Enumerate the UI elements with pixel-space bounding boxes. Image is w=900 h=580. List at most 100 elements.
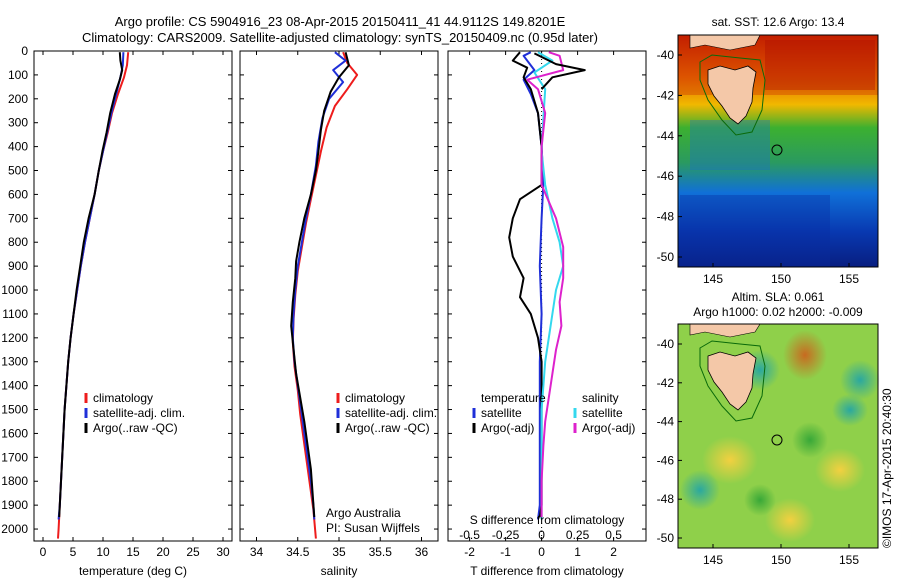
imos-credit: ©IMOS 17-Apr-2015 20:40:30 — [880, 388, 894, 548]
lon-tick-label: 145 — [703, 272, 723, 286]
top-tick-label: -0.25 — [492, 528, 520, 542]
annotation-pi: PI: Susan Wijffels — [326, 521, 420, 535]
depth-tick-label: 600 — [8, 187, 28, 201]
legend-t-satellite: satellite — [481, 406, 522, 420]
top-tick-label: 0.5 — [605, 528, 622, 542]
lat-tick-label: -44 — [657, 415, 675, 429]
x-tick-label: -1 — [500, 545, 511, 559]
difference-axis-label: T difference from climatology — [470, 564, 624, 578]
depth-tick-label: 700 — [8, 211, 28, 225]
temperature-axis-label: temperature (deg C) — [79, 564, 187, 578]
argo-position-marker — [771, 434, 783, 446]
salinity-plot: 34 34.5 35 35.5 36 — [240, 50, 438, 559]
depth-tick-label: 100 — [8, 68, 28, 82]
depth-tick-label: 900 — [8, 259, 28, 273]
tasmania-land — [707, 351, 757, 411]
x-tick-label: 5 — [70, 545, 77, 559]
top-tick-label: 0.25 — [566, 528, 590, 542]
lat-tick-label: -46 — [657, 453, 675, 467]
sst-map-axes: -40 -42 -44 -46 -48 -50 145 150 155 — [657, 48, 860, 286]
salinity-axis-label: salinity — [321, 564, 358, 578]
x-tick-label: -2 — [464, 545, 475, 559]
lon-tick-label: 150 — [771, 272, 791, 286]
x-tick-label: 35.5 — [369, 545, 393, 559]
x-tick-label: 34.5 — [286, 545, 310, 559]
salinity-legend: climatology satellite-adj. clim. Argo(..… — [336, 391, 437, 435]
sla-map-title-2: Argo h1000: 0.02 h2000: -0.009 — [693, 305, 863, 319]
series-line-climatology — [57, 52, 130, 539]
shelf-contour — [699, 340, 766, 422]
tasmania-land — [707, 65, 757, 125]
series-line-argo-raw-qc — [58, 52, 124, 518]
lon-tick-label: 145 — [703, 553, 723, 567]
lon-tick-label: 155 — [839, 272, 859, 286]
top-tick-label: -0.5 — [459, 528, 480, 542]
lon-tick-label: 150 — [771, 553, 791, 567]
difference-legend: temperature satellite Argo(-adj) salinit… — [472, 391, 635, 435]
x-tick-label: 34 — [250, 545, 264, 559]
depth-tick-label: 1800 — [1, 474, 28, 488]
x-tick-label: 10 — [96, 545, 110, 559]
legend-argo: Argo(..raw -QC) — [345, 421, 430, 435]
depth-tick-label: 1300 — [1, 355, 28, 369]
depth-tick-label: 1700 — [1, 450, 28, 464]
sst-map — [677, 34, 879, 268]
series-line-satellite-adj-clim — [57, 52, 125, 520]
x-tick-label: 1 — [574, 545, 581, 559]
depth-tick-label: 300 — [8, 116, 28, 130]
lat-tick-label: -46 — [657, 169, 675, 183]
argo-position-marker — [771, 144, 783, 156]
lat-tick-label: -40 — [657, 48, 675, 62]
sla-map — [677, 323, 880, 549]
lat-tick-label: -40 — [657, 337, 675, 351]
lon-tick-label: 155 — [839, 553, 859, 567]
depth-tick-label: 1600 — [1, 426, 28, 440]
legend-satellite: satellite-adj. clim. — [345, 406, 437, 420]
depth-tick-label: 1100 — [2, 307, 28, 321]
sla-map-title-1: Altim. SLA: 0.061 — [732, 290, 825, 304]
title-line-2: Climatology: CARS2009. Satellite-adjuste… — [82, 30, 598, 45]
x-tick-label: 20 — [156, 545, 170, 559]
lat-tick-label: -48 — [657, 210, 675, 224]
x-tick-label: 35 — [332, 545, 346, 559]
lat-tick-label: -42 — [657, 376, 675, 390]
temperature-legend: climatology satellite-adj. clim. Argo(..… — [84, 391, 185, 435]
title-line-1: Argo profile: CS 5904916_23 08-Apr-2015 … — [115, 14, 566, 29]
x-tick-label: 0 — [538, 545, 545, 559]
difference-top-axis-label: S difference from climatology — [470, 513, 625, 527]
x-tick-label: 0 — [40, 545, 47, 559]
depth-tick-label: 400 — [8, 140, 28, 154]
legend-satellite: satellite-adj. clim. — [93, 406, 185, 420]
temperature-plot: 0 5 10 15 20 25 30 — [34, 50, 232, 559]
depth-tick-label: 1500 — [1, 403, 28, 417]
depth-tick-label: 1900 — [1, 498, 28, 512]
annotation-argo-australia: Argo Australia — [326, 506, 401, 520]
depth-tick-label: 2000 — [1, 522, 28, 536]
lat-tick-label: -50 — [657, 250, 675, 264]
x-tick-label: 15 — [126, 545, 140, 559]
legend-t-argo: Argo(-adj) — [481, 421, 534, 435]
series-line-argo-raw-qc — [290, 51, 350, 518]
sst-map-title: sat. SST: 12.6 Argo: 13.4 — [712, 15, 845, 29]
x-tick-label: 30 — [216, 545, 230, 559]
legend-climatology: climatology — [345, 391, 405, 405]
series-line-temperature-argo-adj — [508, 51, 543, 518]
series-line-satellite-adj-clim — [291, 51, 347, 520]
lat-tick-label: -48 — [657, 492, 675, 506]
shelf-contour — [699, 54, 766, 136]
series-line-argo-adj-extra — [533, 52, 586, 90]
lat-tick-label: -44 — [657, 129, 675, 143]
legend-climatology: climatology — [93, 391, 153, 405]
x-tick-label: 25 — [186, 545, 200, 559]
legend-s-satellite: satellite — [582, 406, 623, 420]
depth-tick-label: 0 — [21, 44, 28, 58]
difference-panel — [447, 50, 647, 542]
legend-s-argo: Argo(-adj) — [582, 421, 635, 435]
legend-temperature: temperature — [481, 391, 546, 405]
x-tick-label: 36 — [415, 545, 429, 559]
salinity-panel — [239, 50, 439, 542]
lat-tick-label: -42 — [657, 88, 675, 102]
depth-axis: 0 100 200 300 400 500 600 700 800 900 1000 1100 1200… — [1, 44, 28, 536]
